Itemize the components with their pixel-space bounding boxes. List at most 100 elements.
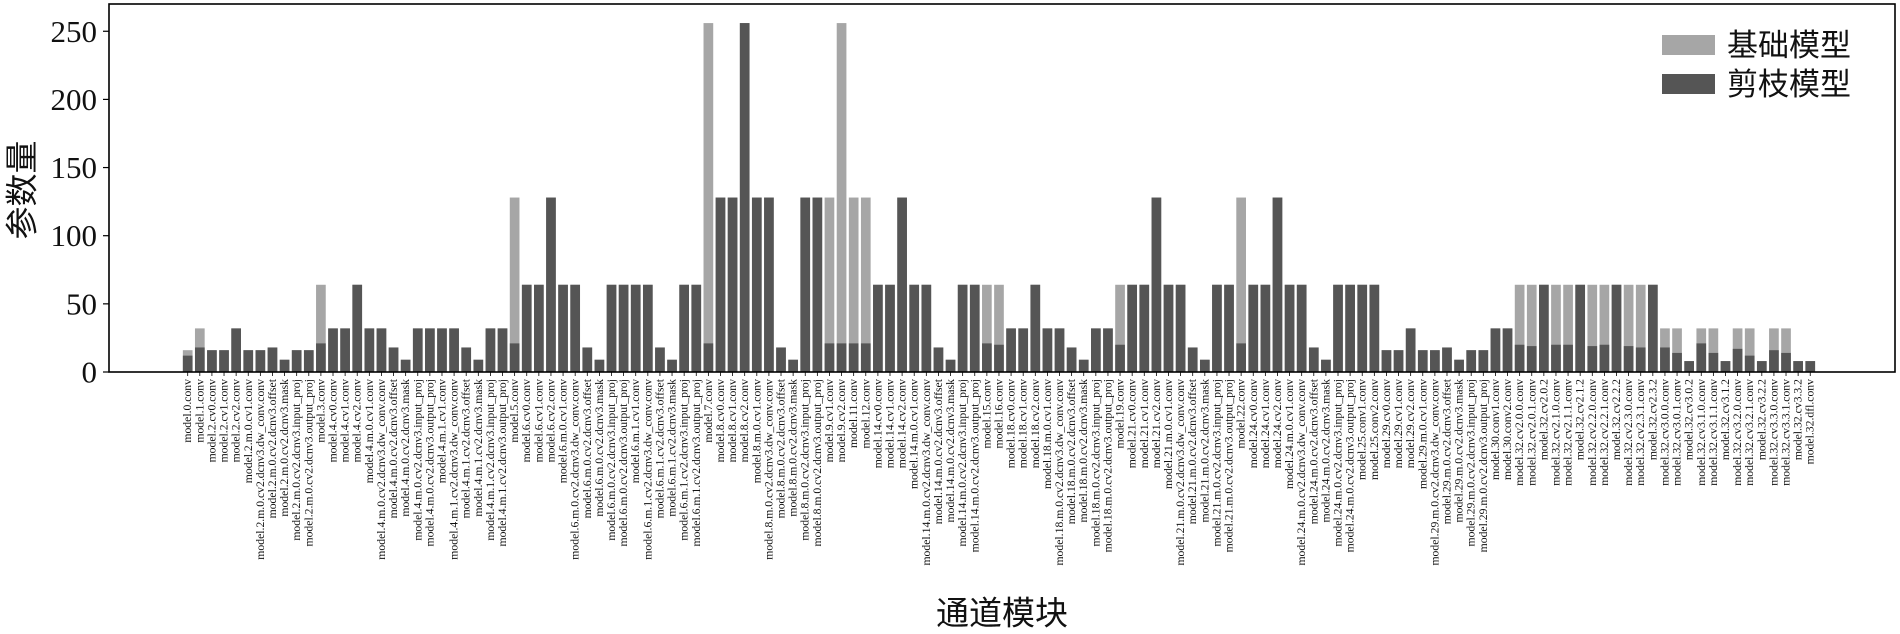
pruned-model-bar bbox=[1030, 284, 1041, 372]
pruned-model-bar bbox=[1248, 284, 1259, 372]
x-tick-label: model.18.m.0.cv2.dcnv3.mask bbox=[1077, 379, 1090, 523]
x-tick-label: model.29.m.0.cv1.conv bbox=[1416, 379, 1429, 489]
pruned-model-bar bbox=[1308, 347, 1319, 372]
x-tick-label: model.32.cv3.3.0.conv bbox=[1767, 379, 1780, 486]
pruned-model-bar bbox=[788, 359, 798, 372]
legend-label-base-model: 基础模型 bbox=[1727, 28, 1851, 64]
x-tick-label: model.29.cv2.conv bbox=[1404, 379, 1417, 468]
x-tick-label: model.6.m.0.cv2.dcnv3.dw_conv.conv bbox=[569, 379, 582, 560]
x-tick-label: model.19.conv bbox=[1114, 379, 1127, 449]
x-tick-label: model.24.m.0.cv2.dcnv3.input_proj bbox=[1332, 379, 1345, 547]
x-tick-label: model.4.m.0.cv2.dcnv3.mask bbox=[399, 379, 412, 517]
pruned-model-bar bbox=[897, 197, 907, 372]
pruned-model-bar bbox=[776, 347, 786, 372]
pruned-model-bar bbox=[1115, 344, 1125, 372]
pruned-model-bar bbox=[969, 284, 980, 372]
pruned-model-bar bbox=[485, 328, 496, 372]
pruned-model-bar bbox=[340, 328, 350, 372]
x-tick-label: model.18.cv2.conv bbox=[1029, 379, 1042, 468]
x-tick-label: model.21.cv2.conv bbox=[1150, 379, 1163, 468]
base-model-bar bbox=[1623, 284, 1634, 372]
x-tick-label: model.6.cv2.conv bbox=[544, 379, 557, 463]
pruned-model-bar bbox=[437, 328, 447, 372]
x-tick-label: model.18.m.0.cv2.dcnv3.input_proj bbox=[1089, 379, 1102, 547]
x-tick-label: model.7.conv bbox=[702, 379, 715, 443]
x-tick-label: model.32.cv2.2.2 bbox=[1610, 379, 1623, 460]
base-model-bar bbox=[1526, 284, 1537, 372]
x-tick-label: model.24.m.0.cv2.dcnv3.offset bbox=[1307, 378, 1320, 524]
pruned-model-bar bbox=[812, 197, 823, 372]
x-tick-label: model.8.cv0.conv bbox=[714, 379, 727, 463]
x-tick-label: model.32.cv3.2.2 bbox=[1755, 379, 1768, 460]
pruned-model-bar bbox=[1260, 284, 1271, 372]
x-axis-title: 通道模块 bbox=[936, 594, 1068, 633]
x-tick-label: model.8.cv1.conv bbox=[726, 379, 739, 463]
pruned-model-bar bbox=[945, 359, 956, 372]
pruned-model-bar bbox=[291, 350, 302, 372]
pruned-model-bar bbox=[1321, 359, 1331, 372]
x-tick-label: model.32.cv3.1.1.conv bbox=[1707, 379, 1720, 486]
pruned-model-bar bbox=[1793, 361, 1803, 372]
y-tick-label: 100 bbox=[51, 218, 98, 253]
base-model-bar bbox=[1587, 284, 1598, 372]
pruned-model-bar bbox=[921, 284, 932, 372]
y-axis-title: 参数量 bbox=[3, 141, 42, 240]
pruned-model-bar bbox=[534, 284, 544, 372]
y-tick-label: 250 bbox=[51, 14, 98, 49]
pruned-model-bar bbox=[231, 328, 241, 372]
x-tick-label: model.32.cv3.2.0.conv bbox=[1731, 379, 1744, 486]
x-tick-label: model.25.conv1.conv bbox=[1356, 379, 1369, 480]
y-tick-label: 0 bbox=[82, 355, 98, 390]
legend-swatch-base-model bbox=[1662, 35, 1715, 55]
base-model-bar bbox=[1514, 284, 1525, 372]
pruned-model-bar bbox=[316, 343, 326, 372]
x-tick-label: model.32.cv3.0.0.conv bbox=[1658, 379, 1671, 486]
x-tick-label: model.16.conv bbox=[992, 379, 1005, 449]
x-tick-label: model.4.m.0.cv2.dcnv3.input_proj bbox=[411, 379, 424, 541]
pruned-model-bar bbox=[885, 284, 895, 372]
pruned-model-bar bbox=[1103, 328, 1113, 372]
x-tick-label: model.18.cv0.conv bbox=[1005, 379, 1018, 468]
pruned-model-bar bbox=[1357, 284, 1368, 372]
pruned-model-bar bbox=[1502, 328, 1513, 372]
pruned-model-bar bbox=[873, 284, 883, 372]
y-tick-label: 50 bbox=[66, 286, 97, 321]
pruned-model-bar bbox=[1417, 350, 1428, 372]
pruned-model-bar bbox=[994, 344, 1004, 372]
pruned-model-bar bbox=[703, 343, 714, 372]
x-tick-label: model.6.m.1.cv1.conv bbox=[629, 379, 642, 483]
pruned-model-bar bbox=[1127, 284, 1138, 372]
pruned-model-bar bbox=[1187, 347, 1198, 372]
x-tick-label: model.6.m.0.cv2.dcnv3.input_proj bbox=[605, 379, 618, 541]
pruned-model-bar bbox=[194, 347, 205, 372]
x-tick-label: model.1.conv bbox=[193, 379, 206, 443]
pruned-model-bar bbox=[1442, 347, 1452, 372]
x-tick-label: model.29.m.0.cv2.dcnv3.output_proj bbox=[1477, 379, 1490, 552]
pruned-model-bar bbox=[219, 350, 229, 372]
pruned-model-bar bbox=[1212, 284, 1222, 372]
x-tick-label: model.29.cv0.conv bbox=[1380, 379, 1393, 468]
x-tick-label: model.21.m.0.cv2.dcnv3.input_proj bbox=[1210, 379, 1223, 547]
pruned-model-bar bbox=[618, 284, 629, 372]
pruned-model-bar bbox=[1236, 343, 1246, 372]
x-tick-label: model.32.cv2.2.1.conv bbox=[1598, 379, 1611, 486]
pruned-model-bar bbox=[727, 197, 738, 372]
bars-layer bbox=[182, 23, 1816, 373]
x-tick-label: model.0.conv bbox=[181, 379, 194, 443]
x-tick-label: model.32.cv2.3.0.conv bbox=[1622, 379, 1635, 486]
pruned-model-bar bbox=[1393, 350, 1404, 372]
pruned-model-bar bbox=[606, 284, 617, 372]
pruned-model-bar bbox=[1066, 347, 1077, 372]
x-tick-label: model.14.cv1.conv bbox=[884, 379, 897, 468]
base-model-bar bbox=[848, 197, 859, 372]
plot-frame bbox=[108, 3, 1896, 373]
pruned-model-bar bbox=[1720, 361, 1731, 372]
x-tick-label: model.8.m.0.cv2.dcnv3.input_proj bbox=[799, 379, 812, 541]
x-tick-label: model.6.m.0.cv1.conv bbox=[557, 379, 570, 483]
pruned-model-bar bbox=[1405, 328, 1416, 372]
pruned-model-bar bbox=[982, 343, 992, 372]
x-tick-label: model.21.m.0.cv1.conv bbox=[1162, 379, 1175, 489]
x-tick-label: model.2.m.0.cv1.conv bbox=[242, 379, 255, 483]
x-tick-label: model.6.m.0.cv2.dcnv3.output_proj bbox=[617, 379, 630, 547]
x-tick-label: model.4.cv0.conv bbox=[327, 379, 340, 463]
